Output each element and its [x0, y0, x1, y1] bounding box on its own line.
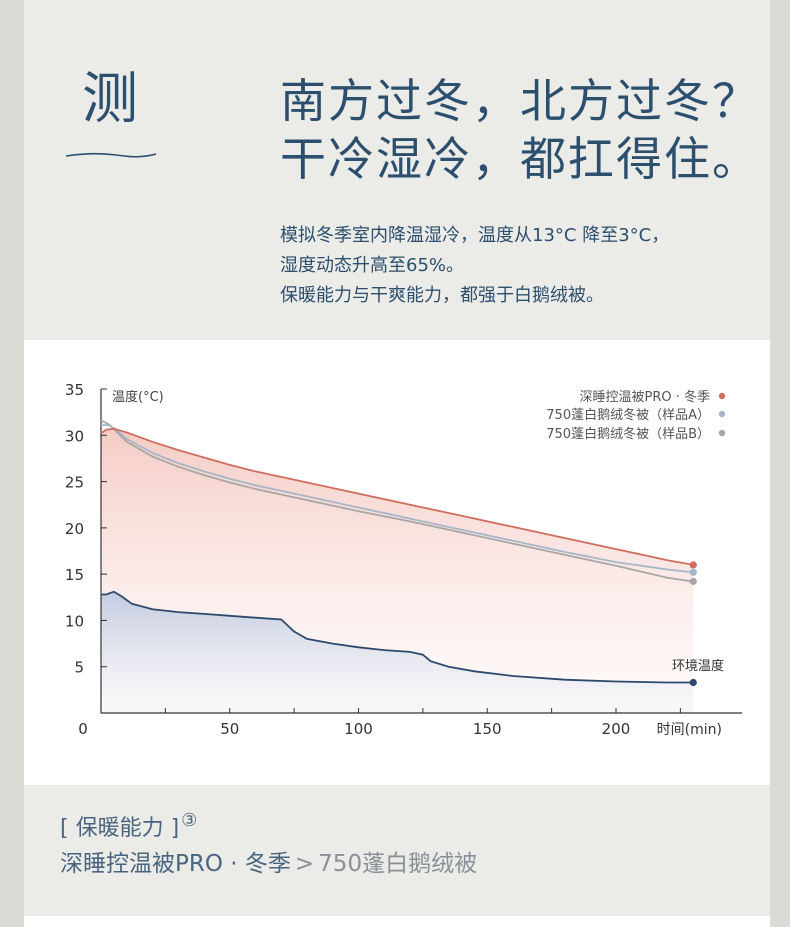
hero-char: 测 — [82, 67, 138, 132]
y-tick-label: 15 — [65, 566, 84, 584]
next-card-edge — [24, 916, 770, 927]
legend-label-pro: 深睡控温被PRO · 冬季 — [579, 389, 710, 405]
line-pro-endpoint — [689, 561, 697, 569]
ambient-series-label: 环境温度 — [672, 658, 724, 674]
area-fill-ambient — [101, 591, 694, 713]
footer-title: [ 保暖能力 ] ③ — [60, 810, 197, 842]
legend-dot-pro — [718, 392, 726, 400]
y-tick-label: 5 — [74, 659, 84, 677]
description-line-2: 湿度动态升高至65%。 — [280, 255, 465, 276]
description-line-3: 保暖能力与干爽能力，都强于白鹅绒被。 — [280, 285, 604, 306]
headline-line-1: 南方过冬，北方过冬？ — [280, 74, 760, 128]
line-pro — [100, 427, 694, 566]
line-ambient-endpoint — [689, 678, 697, 687]
temperature-chart: 0 50 100 150 200 5 10 15 20 25 30 35 温度(°C) 时间(min)… — [65, 381, 742, 738]
compare-product: 深睡控温被PRO · 冬季 — [60, 851, 291, 877]
line-ambient — [101, 590, 694, 684]
line-sample-b-endpoint — [689, 577, 697, 586]
description-line-1: 模拟冬季室内降温湿冷，温度从13°C 降至3°C， — [280, 225, 670, 246]
y-tick-label: 10 — [65, 612, 84, 630]
y-tick-label: 30 — [65, 427, 84, 445]
x-tick-label: 200 — [602, 720, 631, 738]
line-sample-a — [101, 424, 694, 574]
compare-separator: > — [294, 851, 315, 877]
series-lines — [100, 419, 697, 687]
x-tick-label: 150 — [473, 720, 502, 738]
headline-line-2: 干冷湿冷，都扛得住。 — [280, 132, 760, 186]
line-sample-a-endpoint — [689, 568, 697, 576]
y-tick-label: 35 — [65, 381, 84, 399]
x-tick-label: 50 — [220, 720, 239, 738]
axes — [100, 389, 742, 714]
footnote-marker: ③ — [181, 810, 198, 831]
legend-dot-sample-b — [718, 429, 726, 437]
chart-card: 0 50 100 150 200 5 10 15 20 25 30 35 温度(°C) 时间(min)… — [24, 340, 770, 785]
ticks: 0 50 100 150 200 5 10 15 20 25 30 35 — [65, 381, 681, 738]
footer-title-text: [ 保暖能力 ] — [60, 816, 180, 841]
legend-label-sample-b: 750蓬白鹅绒冬被（样品B） — [546, 426, 710, 442]
x-tick-label: 100 — [344, 720, 373, 738]
description: 模拟冬季室内降温湿冷，温度从13°C 降至3°C， 湿度动态升高至65%。 保暖… — [280, 221, 760, 311]
line-sample-b — [100, 419, 694, 583]
x-tick-label: 0 — [78, 720, 88, 738]
y-axis-label: 温度(°C) — [112, 389, 164, 405]
headline: 南方过冬，北方过冬？ 干冷湿冷，都扛得住。 — [280, 72, 770, 188]
legend-label-sample-a: 750蓬白鹅绒冬被（样品A） — [546, 407, 710, 423]
legend: 深睡控温被PRO · 冬季 750蓬白鹅绒冬被（样品A） 750蓬白鹅绒冬被（样… — [546, 389, 726, 442]
legend-dot-sample-a — [718, 410, 726, 418]
area-fills — [101, 428, 694, 713]
page: 测 南方过冬，北方过冬？ 干冷湿冷，都扛得住。 模拟冬季室内降温湿冷，温度从13… — [24, 0, 770, 927]
y-tick-label: 20 — [65, 520, 84, 538]
footer-compare: 深睡控温被PRO · 冬季 >750蓬白鹅绒被 — [60, 844, 477, 878]
compare-reference: 750蓬白鹅绒被 — [318, 851, 478, 877]
y-tick-label: 25 — [65, 474, 84, 492]
hero-wave-underline — [66, 152, 156, 158]
x-axis-label: 时间(min) — [657, 722, 722, 738]
